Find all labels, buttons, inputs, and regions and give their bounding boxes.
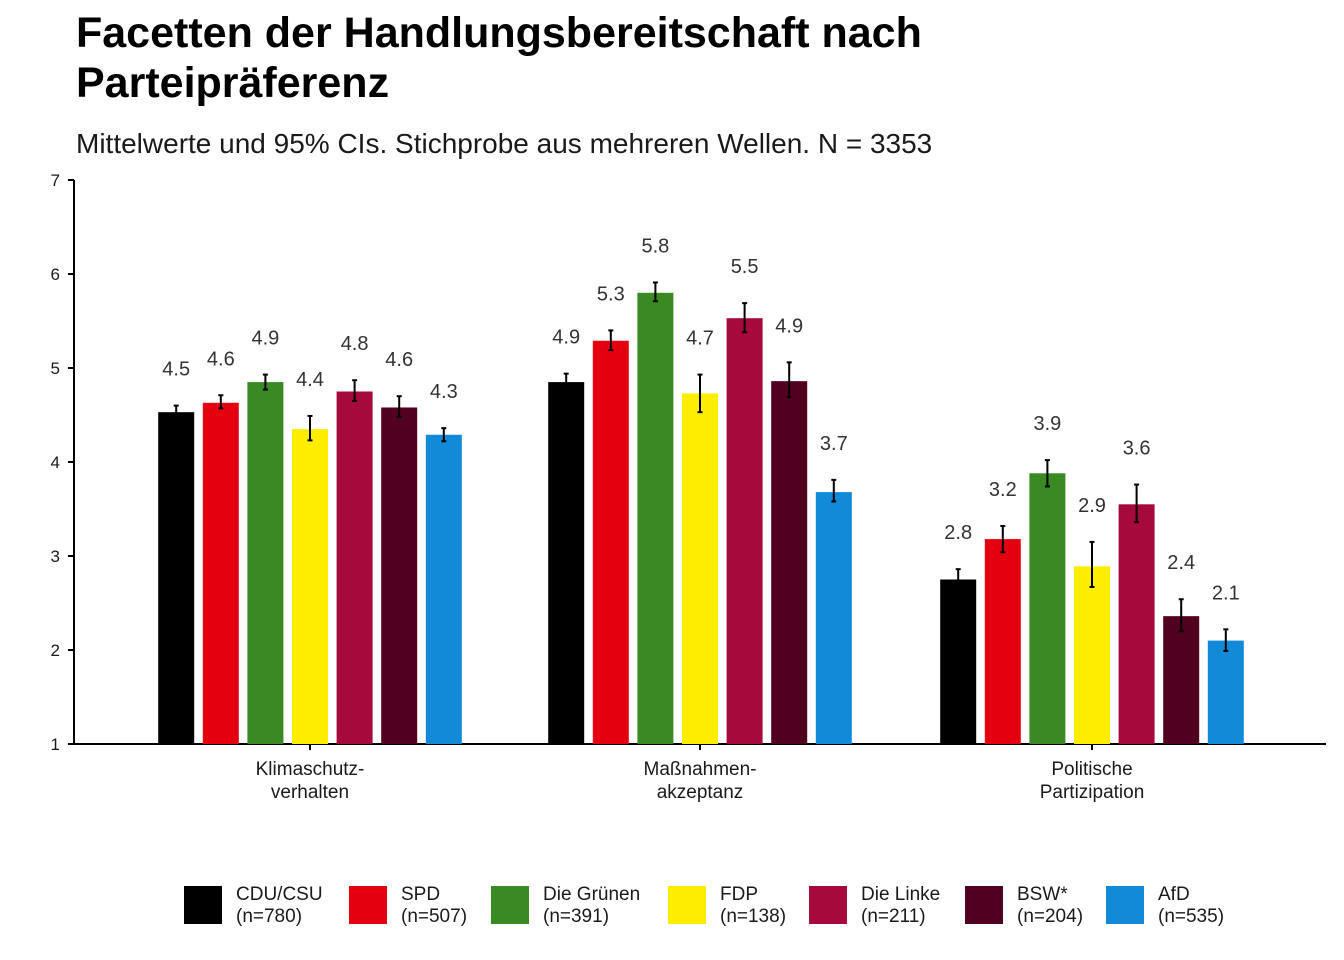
legend-label: CDU/CSU (n=780) (236, 884, 323, 928)
bar (815, 492, 852, 744)
data-label: 4.9 (775, 315, 803, 337)
bar (336, 391, 373, 744)
data-label: 4.3 (430, 381, 458, 403)
x-category-label: Klimaschutz- (256, 759, 365, 780)
bar (771, 381, 808, 744)
legend-party-name: AfD (1158, 884, 1190, 905)
chart-subtitle: Mittelwerte und 95% CIs. Stichprobe aus … (76, 128, 933, 159)
bar (1207, 640, 1244, 744)
legend-sample-size: (n=138) (720, 906, 787, 927)
legend-sample-size: (n=391) (543, 906, 610, 927)
legend-label: SPD (n=507) (401, 884, 467, 928)
y-tick-label: 5 (51, 359, 60, 378)
data-label: 4.9 (251, 328, 279, 350)
data-label: 4.8 (341, 333, 369, 355)
data-label: 2.4 (1167, 552, 1195, 574)
data-label: 3.6 (1123, 438, 1151, 460)
legend-swatch (809, 886, 847, 924)
x-category-label: akzeptanz (657, 782, 744, 803)
bar (1029, 473, 1066, 744)
legend-sample-size: (n=204) (1017, 906, 1084, 927)
legend-label: BSW* (n=204) (1017, 884, 1083, 928)
x-category-label: Politische (1051, 759, 1132, 780)
data-label: 4.4 (296, 369, 324, 391)
legend-swatch (349, 886, 387, 924)
bar (158, 412, 195, 744)
y-tick-label: 4 (51, 453, 60, 472)
legend-label: Die Linke (n=211) (861, 884, 940, 928)
legend-swatch (491, 886, 529, 924)
data-label: 5.5 (731, 256, 759, 278)
legend-label: AfD (n=535) (1158, 884, 1224, 928)
bar (1163, 616, 1200, 744)
bar (940, 579, 977, 744)
chart-title: Facetten der Handlungsbereitschaft nach … (76, 9, 922, 107)
data-label: 4.7 (686, 328, 714, 350)
bar (548, 382, 585, 744)
data-label: 4.6 (207, 348, 235, 370)
legend-swatch (965, 886, 1003, 924)
legend: CDU/CSU (n=780) SPD (n=507) Die Grünen (n=391… (184, 884, 1284, 928)
bar (425, 434, 462, 744)
x-category-label: Partizipation (1040, 782, 1145, 803)
legend-party-name: Die Linke (861, 884, 941, 905)
y-tick-label: 2 (51, 641, 60, 660)
bar (637, 292, 674, 744)
legend-label: FDP (n=138) (720, 884, 786, 928)
legend-swatch (1106, 886, 1144, 924)
y-tick-label: 1 (51, 735, 60, 754)
legend-swatch (668, 886, 706, 924)
legend-sample-size: (n=211) (861, 906, 926, 927)
legend-party-name: FDP (720, 884, 758, 905)
bar (592, 340, 629, 744)
data-label: 5.3 (597, 283, 625, 305)
x-category-label: Maßnahmen- (644, 759, 757, 780)
legend-party-name: SPD (401, 884, 441, 905)
legend-party-name: Die Grünen (543, 884, 641, 905)
data-label: 3.9 (1033, 413, 1061, 435)
data-label: 4.6 (385, 349, 413, 371)
data-label: 5.8 (641, 235, 669, 257)
data-label: 2.9 (1078, 495, 1106, 517)
legend-sample-size: (n=507) (401, 906, 468, 927)
legend-label: Die Grünen (n=391) (543, 884, 640, 928)
bar (202, 402, 239, 744)
bar (292, 429, 328, 744)
legend-swatch (184, 886, 222, 924)
bar (381, 407, 418, 744)
data-label: 4.5 (162, 359, 190, 381)
y-tick-label: 3 (51, 547, 60, 566)
data-label: 2.8 (944, 522, 972, 544)
data-label: 2.1 (1212, 582, 1240, 604)
bar (682, 393, 718, 744)
data-label: 3.2 (989, 479, 1017, 501)
data-label: 3.7 (820, 433, 848, 455)
bar (984, 539, 1021, 744)
bar (1118, 504, 1155, 744)
legend-party-name: CDU/CSU (236, 884, 323, 905)
bar (726, 318, 763, 744)
y-tick-label: 7 (51, 171, 60, 190)
bar (247, 382, 284, 744)
data-label: 4.9 (552, 327, 580, 349)
bar (1074, 566, 1110, 744)
legend-sample-size: (n=780) (236, 906, 303, 927)
bar-chart: 1 2 3 4 5 6 7 Klimaschutz-verhalten Maßnahmen-ak… (51, 171, 1326, 803)
legend-party-name: BSW* (1017, 884, 1068, 905)
y-tick-label: 6 (51, 265, 60, 284)
x-category-label: verhalten (271, 782, 349, 803)
legend-sample-size: (n=535) (1158, 906, 1225, 927)
